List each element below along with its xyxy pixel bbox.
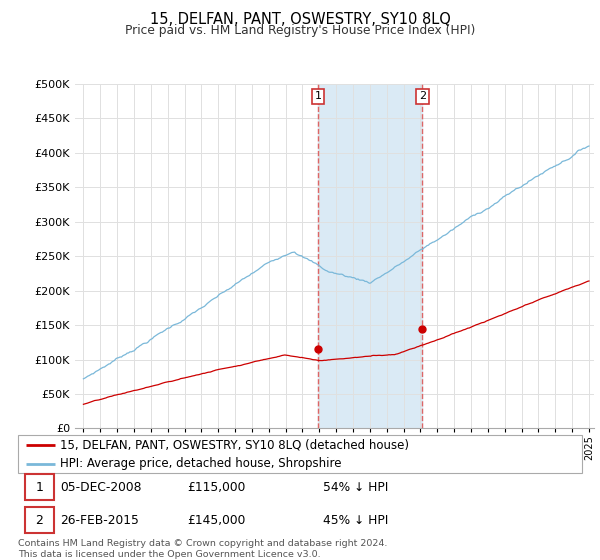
Text: Price paid vs. HM Land Registry's House Price Index (HPI): Price paid vs. HM Land Registry's House … [125,24,475,36]
Text: Contains HM Land Registry data © Crown copyright and database right 2024.
This d: Contains HM Land Registry data © Crown c… [18,539,388,559]
Text: 2: 2 [35,514,43,527]
Text: 26-FEB-2015: 26-FEB-2015 [60,514,139,527]
Bar [318,84,422,428]
FancyBboxPatch shape [25,474,54,500]
Text: HPI: Average price, detached house, Shropshire: HPI: Average price, detached house, Shro… [60,457,342,470]
Text: 2: 2 [419,91,426,101]
Text: 54% ↓ HPI: 54% ↓ HPI [323,480,388,494]
FancyBboxPatch shape [18,435,582,473]
Text: 1: 1 [314,91,322,101]
Text: 15, DELFAN, PANT, OSWESTRY, SY10 8LQ (detached house): 15, DELFAN, PANT, OSWESTRY, SY10 8LQ (de… [60,438,409,451]
FancyBboxPatch shape [25,507,54,533]
Text: 1: 1 [35,480,43,494]
Text: 15, DELFAN, PANT, OSWESTRY, SY10 8LQ: 15, DELFAN, PANT, OSWESTRY, SY10 8LQ [149,12,451,27]
Text: 45% ↓ HPI: 45% ↓ HPI [323,514,388,527]
Text: 05-DEC-2008: 05-DEC-2008 [60,480,142,494]
Text: £145,000: £145,000 [187,514,245,527]
Text: £115,000: £115,000 [187,480,245,494]
